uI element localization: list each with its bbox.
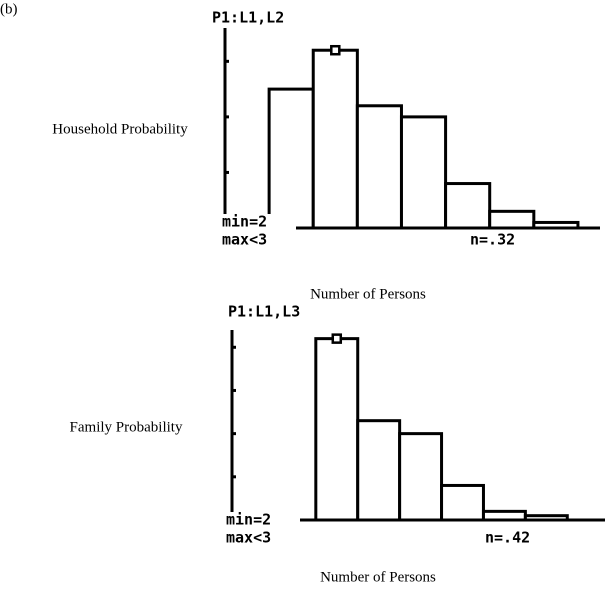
trace-min: min=2 <box>226 511 271 529</box>
bar <box>534 222 578 228</box>
trace-cursor <box>333 335 341 343</box>
trace-min: min=2 <box>222 213 267 231</box>
bar <box>446 184 490 228</box>
trace-n: n=.42 <box>485 529 530 547</box>
bar <box>357 106 401 228</box>
bar <box>490 211 534 228</box>
panel-label: (b) <box>0 1 18 17</box>
figure: (b) P1:L1,L2 Household Probability Number … <box>0 0 610 592</box>
plot-label: P1:L1,L2 <box>212 9 284 27</box>
trace-n: n=.32 <box>470 231 515 249</box>
bar <box>269 89 313 228</box>
bar <box>442 485 484 520</box>
bar <box>483 511 525 520</box>
bar <box>313 50 357 228</box>
bar <box>400 434 442 520</box>
bar <box>358 421 400 520</box>
plot-label: P1:L1,L3 <box>228 303 300 321</box>
x-axis-label: Number of Persons <box>310 286 426 302</box>
bar <box>316 339 358 520</box>
x-axis-label: Number of Persons <box>320 569 436 585</box>
trace-cursor <box>331 46 339 54</box>
trace-max: max<3 <box>222 231 267 249</box>
bar <box>401 117 445 228</box>
y-axis-label: Family Probability <box>70 419 183 435</box>
y-axis-label: Household Probability <box>52 121 188 137</box>
trace-max: max<3 <box>226 529 271 547</box>
bar <box>525 516 567 520</box>
